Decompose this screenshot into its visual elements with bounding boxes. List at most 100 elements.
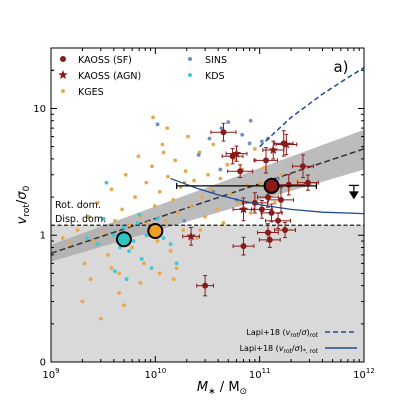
fit-confidence-band: [51, 129, 364, 262]
kds-point: [124, 277, 129, 282]
legend-label: KAOSS (SF): [78, 55, 132, 66]
kges-point: [194, 236, 199, 240]
kds-point: [113, 269, 117, 274]
kges-point: [82, 261, 87, 266]
y-axis-label: vrot/σ0: [15, 185, 32, 224]
kges-point: [113, 218, 117, 223]
kges-point: [60, 236, 65, 240]
kds-point: [101, 216, 106, 221]
legend-marker: [188, 73, 192, 77]
lapi-star-rot-curve: [170, 177, 364, 215]
kges-point: [98, 316, 103, 321]
kges-point: [208, 187, 213, 192]
lapi-rot-curve: [259, 66, 364, 148]
kds-point: [137, 212, 142, 217]
kaoss-sf-point: [237, 168, 244, 175]
kges-point: [189, 204, 193, 208]
kges-point: [185, 134, 190, 139]
kges-point: [80, 299, 85, 304]
kds-point: [168, 242, 173, 247]
kds-point: [84, 236, 89, 240]
kges-point: [176, 211, 180, 215]
kges-point: [295, 178, 300, 183]
kges-point: [123, 172, 128, 177]
x-axis-label: M∗ / M⊙: [197, 380, 247, 397]
kges-point: [257, 180, 262, 185]
median-marker: [147, 223, 164, 240]
kds-point: [155, 216, 160, 221]
kges-point: [95, 200, 100, 205]
kges-point: [146, 221, 150, 225]
kaoss-sf-point: [266, 236, 273, 243]
x-tick-label: 109: [42, 367, 59, 381]
lines-legend-label: Lapi+18 (vrot/σ)*, rot: [240, 344, 319, 355]
kges-point: [198, 228, 203, 232]
kges-point: [150, 164, 154, 169]
legend-item: KDS: [188, 71, 225, 82]
kges-point: [138, 281, 143, 285]
kds-point: [139, 257, 144, 261]
series-kaoss-sf: [196, 122, 319, 297]
kges-point: [157, 271, 162, 276]
axes-ticks: 109 1010 1011 1012 1 10 0: [33, 47, 375, 381]
kds-point: [127, 249, 131, 253]
legend-marker: [58, 70, 68, 80]
kges-point: [200, 195, 204, 199]
kaoss-sf-point: [299, 163, 306, 170]
kaoss-sf-point: [264, 194, 271, 201]
kds-point: [111, 233, 116, 238]
kaoss-sf-point: [262, 157, 269, 164]
kges-point: [101, 230, 106, 235]
kges-point: [117, 271, 122, 276]
kges-point: [133, 195, 138, 199]
kges-point: [144, 180, 149, 185]
kges-point: [248, 211, 253, 215]
kges-point: [105, 252, 110, 257]
sins-point: [218, 167, 223, 172]
kges-point: [236, 200, 241, 205]
kges-point: [142, 261, 146, 266]
kges-point: [262, 165, 266, 170]
kaoss-sf-point: [229, 153, 236, 160]
kaoss-agn-point: [268, 145, 279, 155]
kges-point: [273, 200, 277, 205]
region-label-upper: Rot. dom.: [55, 200, 101, 211]
kds-point: [135, 221, 140, 225]
kges-point: [174, 266, 179, 271]
kges-point: [117, 291, 122, 295]
legend-item: KGES: [61, 87, 104, 98]
kges-point: [168, 249, 173, 253]
legend-item: KAOSS (AGN): [58, 70, 141, 82]
kaoss-sf-point: [220, 129, 227, 136]
legend-label: KDS: [205, 71, 225, 82]
sins-point: [259, 139, 264, 144]
kaoss-sf-point: [304, 179, 311, 186]
sins-point: [182, 218, 187, 223]
kaoss-sf-point: [285, 181, 292, 188]
sins-point: [226, 120, 231, 125]
kges-point: [171, 277, 176, 282]
kges-point: [155, 239, 160, 243]
lines-legend-label: Lapi+18 (vrot/σ)rot: [246, 328, 318, 339]
kds-point: [161, 236, 166, 240]
kds-point: [104, 180, 109, 185]
kges-point: [171, 198, 175, 202]
kges-point: [120, 207, 124, 212]
kges-point: [218, 176, 223, 181]
kges-point: [86, 214, 91, 219]
kges-point: [228, 192, 233, 197]
kds-point: [122, 225, 126, 230]
kaoss-agn-point: [186, 231, 196, 241]
kaoss-sf-point: [268, 209, 275, 216]
kges-point: [151, 115, 155, 120]
kds-point: [174, 261, 179, 266]
plot-frame: [50, 47, 365, 363]
lines-legend: Lapi+18 (vrot/σ)rot Lapi+18 (vrot/σ)*, ro…: [240, 328, 357, 355]
legend: KAOSS (SF) KAOSS (AGN) KGES SINS KDS: [58, 55, 227, 98]
kds-point: [144, 233, 149, 238]
kges-point: [127, 223, 131, 228]
sins-point: [196, 153, 201, 157]
kaoss-agn-point: [238, 204, 249, 214]
legend-item: SINS: [188, 55, 227, 66]
